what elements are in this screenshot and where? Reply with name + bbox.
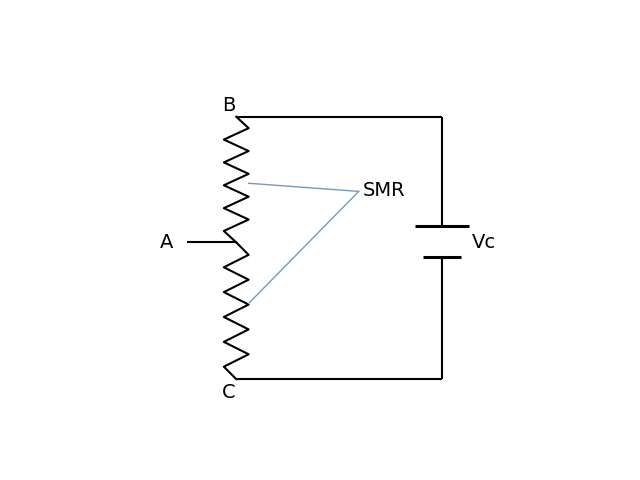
Text: Vc: Vc xyxy=(472,233,496,252)
Text: B: B xyxy=(222,96,236,115)
Text: SMR: SMR xyxy=(363,181,405,200)
Text: C: C xyxy=(222,383,236,402)
Text: A: A xyxy=(160,233,173,252)
